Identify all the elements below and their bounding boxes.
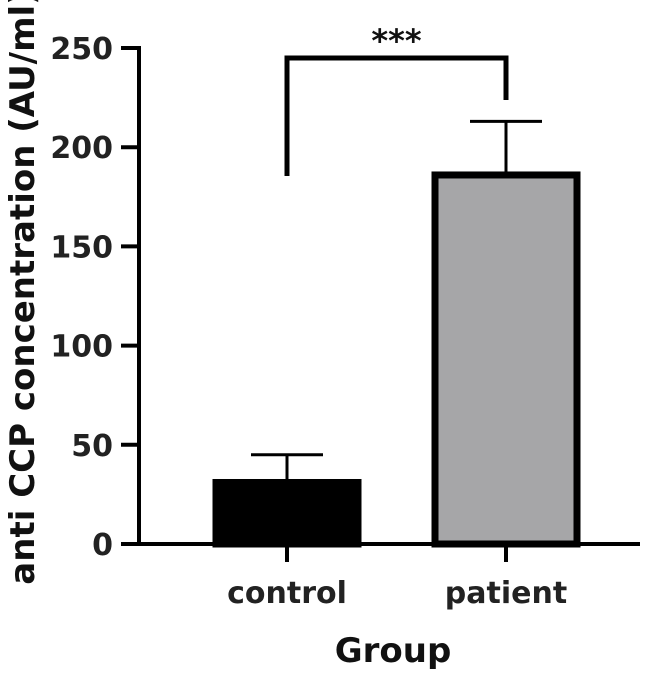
bar-control [212, 478, 362, 548]
y-tick-label: 150 [50, 230, 113, 265]
x-tick-label: patient [445, 576, 567, 611]
y-axis-title: anti CCP concentration (AU/ml) [3, 0, 43, 585]
y-tick-label: 200 [50, 131, 113, 166]
y-tick-label: 100 [50, 330, 113, 365]
bar-patient [431, 171, 581, 548]
error-bars [251, 119, 542, 483]
significance-bracket: *** [284, 22, 509, 176]
significance-bracket-line [284, 55, 509, 176]
y-tick-label: 0 [92, 528, 113, 563]
y-tick-label: 250 [50, 32, 113, 67]
x-tick-label: control [227, 576, 347, 611]
significance-label: *** [371, 22, 421, 60]
x-axis-title: Group [335, 631, 452, 671]
ticks: 0 50 100 150 200 250 control patient [50, 32, 567, 611]
bars [212, 171, 581, 548]
y-tick-label: 50 [71, 429, 113, 464]
